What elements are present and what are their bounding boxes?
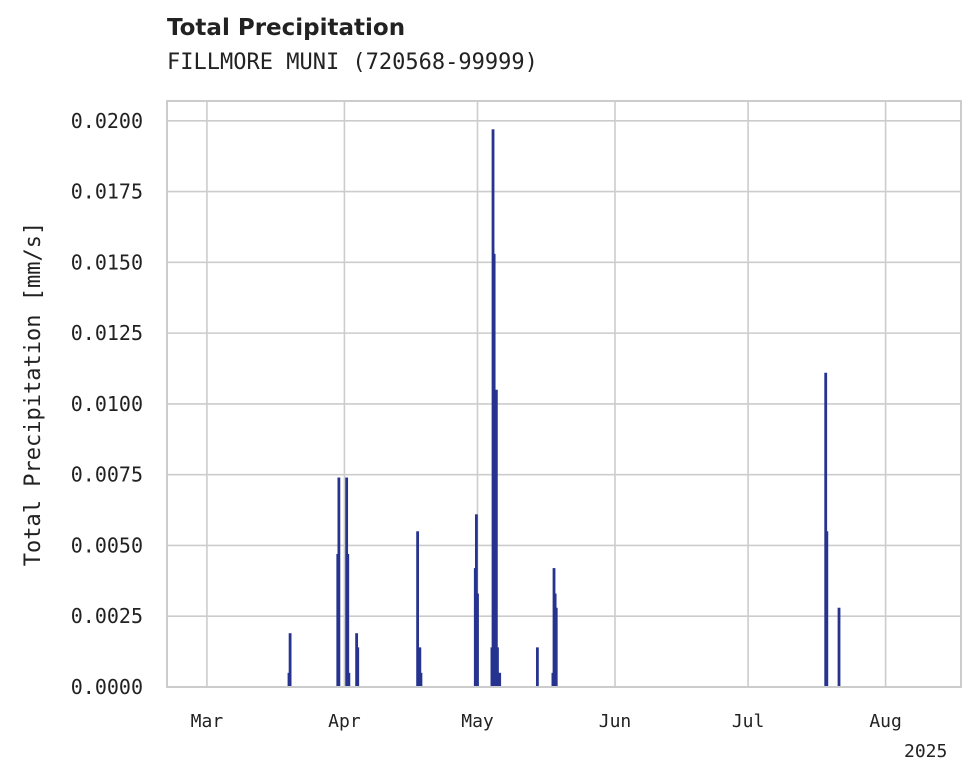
precip-bar <box>492 253 496 687</box>
chart-subtitle: FILLMORE MUNI (720568-99999) <box>167 50 538 75</box>
x-tick-label: Mar <box>191 711 224 732</box>
y-axis-ticks: 0.0000 0.0025 0.0050 0.0075 0.0100 0.0125 0.01… <box>71 109 143 699</box>
x-axis-ticks: Mar Apr May Jun Jul Aug <box>191 711 902 732</box>
plot-frame <box>166 100 962 688</box>
precip-bar <box>496 647 499 687</box>
y-tick-label: 0.0200 <box>71 109 143 133</box>
precip-bar <box>824 372 828 687</box>
precip-bar <box>494 389 498 687</box>
precip-bar <box>535 647 539 687</box>
precip-bar <box>419 672 423 687</box>
y-tick-label: 0.0025 <box>71 604 143 628</box>
precip-bar <box>825 531 829 687</box>
x-tick-label: Jul <box>732 711 765 732</box>
precip-bar <box>554 607 558 687</box>
y-tick-label: 0.0075 <box>71 463 143 487</box>
y-axis-label: Total Precipitation [mm/s] <box>21 222 46 566</box>
y-tick-label: 0.0000 <box>71 675 143 699</box>
precip-bar <box>476 593 479 687</box>
x-year-label: 2025 <box>904 741 947 762</box>
y-tick-label: 0.0125 <box>71 321 143 345</box>
x-tick-label: Apr <box>328 711 361 732</box>
x-tick-label: May <box>461 711 494 732</box>
bars <box>287 129 841 687</box>
precip-bar <box>347 672 351 687</box>
precip-bar <box>346 553 350 687</box>
y-tick-label: 0.0150 <box>71 250 143 274</box>
chart-title: Total Precipitation <box>167 15 406 41</box>
x-tick-label: Jun <box>599 711 632 732</box>
y-tick-label: 0.0175 <box>71 180 143 204</box>
x-tick-label: Aug <box>869 711 902 732</box>
precip-bar <box>337 477 341 687</box>
precip-bar <box>356 647 360 687</box>
precip-bar <box>418 647 422 687</box>
precip-bar <box>837 607 841 687</box>
precip-bar <box>288 633 292 687</box>
grid-lines <box>167 101 961 688</box>
y-tick-label: 0.0100 <box>71 392 143 416</box>
precip-bar <box>416 531 420 687</box>
precip-bar <box>498 672 502 687</box>
y-tick-label: 0.0050 <box>71 533 143 557</box>
